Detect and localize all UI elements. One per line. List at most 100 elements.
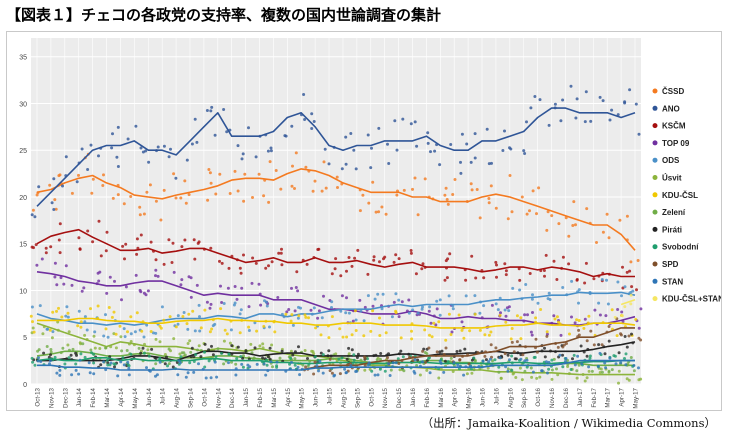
poll-dot xyxy=(32,246,35,250)
poll-dot xyxy=(296,289,300,293)
poll-dot xyxy=(85,328,89,332)
poll-dot xyxy=(617,381,620,385)
poll-dot xyxy=(460,328,464,332)
poll-dot xyxy=(307,316,310,320)
poll-dot xyxy=(464,294,468,298)
poll-dot xyxy=(287,308,291,311)
poll-dot xyxy=(293,357,297,361)
poll-dot xyxy=(552,357,556,361)
poll-dot xyxy=(104,346,108,350)
poll-dot xyxy=(234,373,238,377)
poll-dot xyxy=(106,363,110,367)
legend-label: Svobodní xyxy=(662,243,699,252)
poll-dot xyxy=(48,359,52,363)
x-tick-label: Jul-16 xyxy=(493,387,500,404)
poll-dot xyxy=(598,95,602,99)
poll-dot xyxy=(600,343,604,347)
poll-dot xyxy=(588,354,592,358)
poll-dot xyxy=(507,309,511,313)
poll-dot xyxy=(218,259,221,263)
poll-dot xyxy=(210,344,213,348)
poll-dot xyxy=(189,350,193,354)
poll-dot xyxy=(538,375,542,379)
poll-dot xyxy=(623,357,626,360)
poll-dot xyxy=(197,344,201,348)
poll-dot xyxy=(93,330,97,334)
legend-marker xyxy=(652,296,658,302)
poll-dot xyxy=(233,169,237,173)
poll-dot xyxy=(120,349,124,353)
poll-dot xyxy=(463,347,467,351)
poll-dot xyxy=(478,367,482,371)
poll-dot xyxy=(182,351,186,355)
poll-dot xyxy=(596,364,600,368)
poll-dot xyxy=(575,278,579,282)
poll-dot xyxy=(78,247,82,251)
poll-dot xyxy=(481,359,485,363)
poll-dot xyxy=(334,257,338,261)
poll-dot xyxy=(508,358,511,362)
poll-dot xyxy=(379,352,383,355)
poll-dot xyxy=(523,152,527,155)
poll-dot xyxy=(215,375,219,379)
poll-dot xyxy=(526,313,529,317)
poll-dot xyxy=(104,313,107,317)
poll-dot xyxy=(174,176,178,180)
poll-dot xyxy=(362,319,366,323)
poll-dot xyxy=(139,233,143,237)
poll-dot xyxy=(504,269,508,273)
poll-dot xyxy=(629,356,633,359)
poll-dot xyxy=(58,222,62,226)
poll-dot xyxy=(490,161,493,165)
poll-dot xyxy=(583,281,587,285)
poll-dot xyxy=(399,336,403,340)
poll-dot xyxy=(593,308,597,312)
poll-dot xyxy=(295,270,299,274)
poll-dot xyxy=(637,366,640,370)
poll-dot xyxy=(397,362,401,365)
poll-dot xyxy=(571,357,574,361)
poll-dot xyxy=(101,184,105,187)
poll-dot xyxy=(137,346,141,350)
poll-dot xyxy=(607,369,611,373)
poll-dot xyxy=(220,261,224,265)
poll-dot xyxy=(623,335,627,338)
poll-dot xyxy=(280,349,284,353)
poll-dot xyxy=(449,356,453,360)
poll-dot xyxy=(129,195,133,198)
poll-dot xyxy=(361,193,365,197)
poll-dot xyxy=(55,371,59,375)
poll-dot xyxy=(193,257,197,261)
poll-dot xyxy=(222,362,226,366)
poll-dot xyxy=(262,362,266,366)
poll-dot xyxy=(323,147,327,151)
poll-dot xyxy=(240,286,244,290)
poll-dot xyxy=(186,342,190,345)
poll-dot xyxy=(415,144,419,148)
poll-dot xyxy=(176,373,180,377)
poll-dot xyxy=(637,326,641,330)
poll-dot xyxy=(529,366,533,370)
poll-dot xyxy=(238,331,242,335)
poll-dot xyxy=(460,132,464,136)
poll-dot xyxy=(243,172,247,176)
poll-dot xyxy=(154,199,158,203)
poll-dot xyxy=(31,320,34,324)
poll-dot xyxy=(42,351,46,355)
poll-dot xyxy=(518,288,522,292)
poll-dot xyxy=(535,350,539,354)
poll-dot xyxy=(533,95,537,98)
poll-dot xyxy=(394,361,398,365)
poll-dot xyxy=(302,93,306,96)
poll-dot xyxy=(409,251,413,255)
poll-dot xyxy=(219,307,223,311)
poll-dot xyxy=(291,323,295,327)
poll-dot xyxy=(172,172,176,176)
poll-dot xyxy=(127,364,131,368)
poll-dot xyxy=(66,315,70,319)
poll-dot xyxy=(167,362,171,366)
poll-dot xyxy=(443,278,447,282)
poll-dot xyxy=(271,365,274,369)
poll-dot xyxy=(188,361,192,365)
x-tick-label: Jul-15 xyxy=(327,387,334,404)
